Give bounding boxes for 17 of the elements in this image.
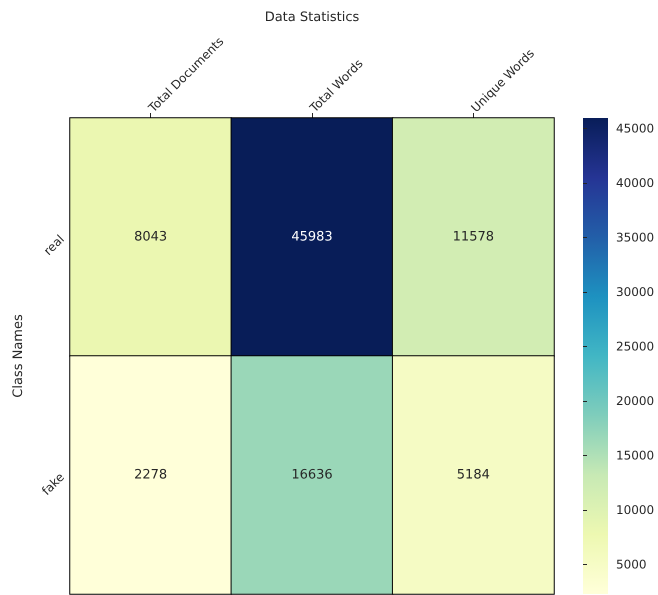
color-bar-label: 35000 xyxy=(616,230,654,245)
data-label: 5184 xyxy=(456,468,490,482)
data-label: 2278 xyxy=(134,468,168,482)
color-bar-label: 30000 xyxy=(616,285,654,300)
data-label: 16636 xyxy=(291,468,333,482)
color-bar-label: 15000 xyxy=(616,448,654,462)
data-label: 45983 xyxy=(291,230,333,244)
y-axis-title: Class Names xyxy=(11,314,26,398)
data-label: 11578 xyxy=(452,230,494,244)
color-bar-label: 25000 xyxy=(616,340,654,354)
color-bar-label: 10000 xyxy=(616,502,654,517)
data-label: 8043 xyxy=(134,230,168,244)
color-bar-label: 45000 xyxy=(616,122,654,136)
color-bar-label: 40000 xyxy=(616,176,654,190)
color-bar-label: 5000 xyxy=(616,557,647,572)
x-axis-title: Data Statistics xyxy=(264,10,360,25)
color-bar-label: 20000 xyxy=(616,394,654,408)
